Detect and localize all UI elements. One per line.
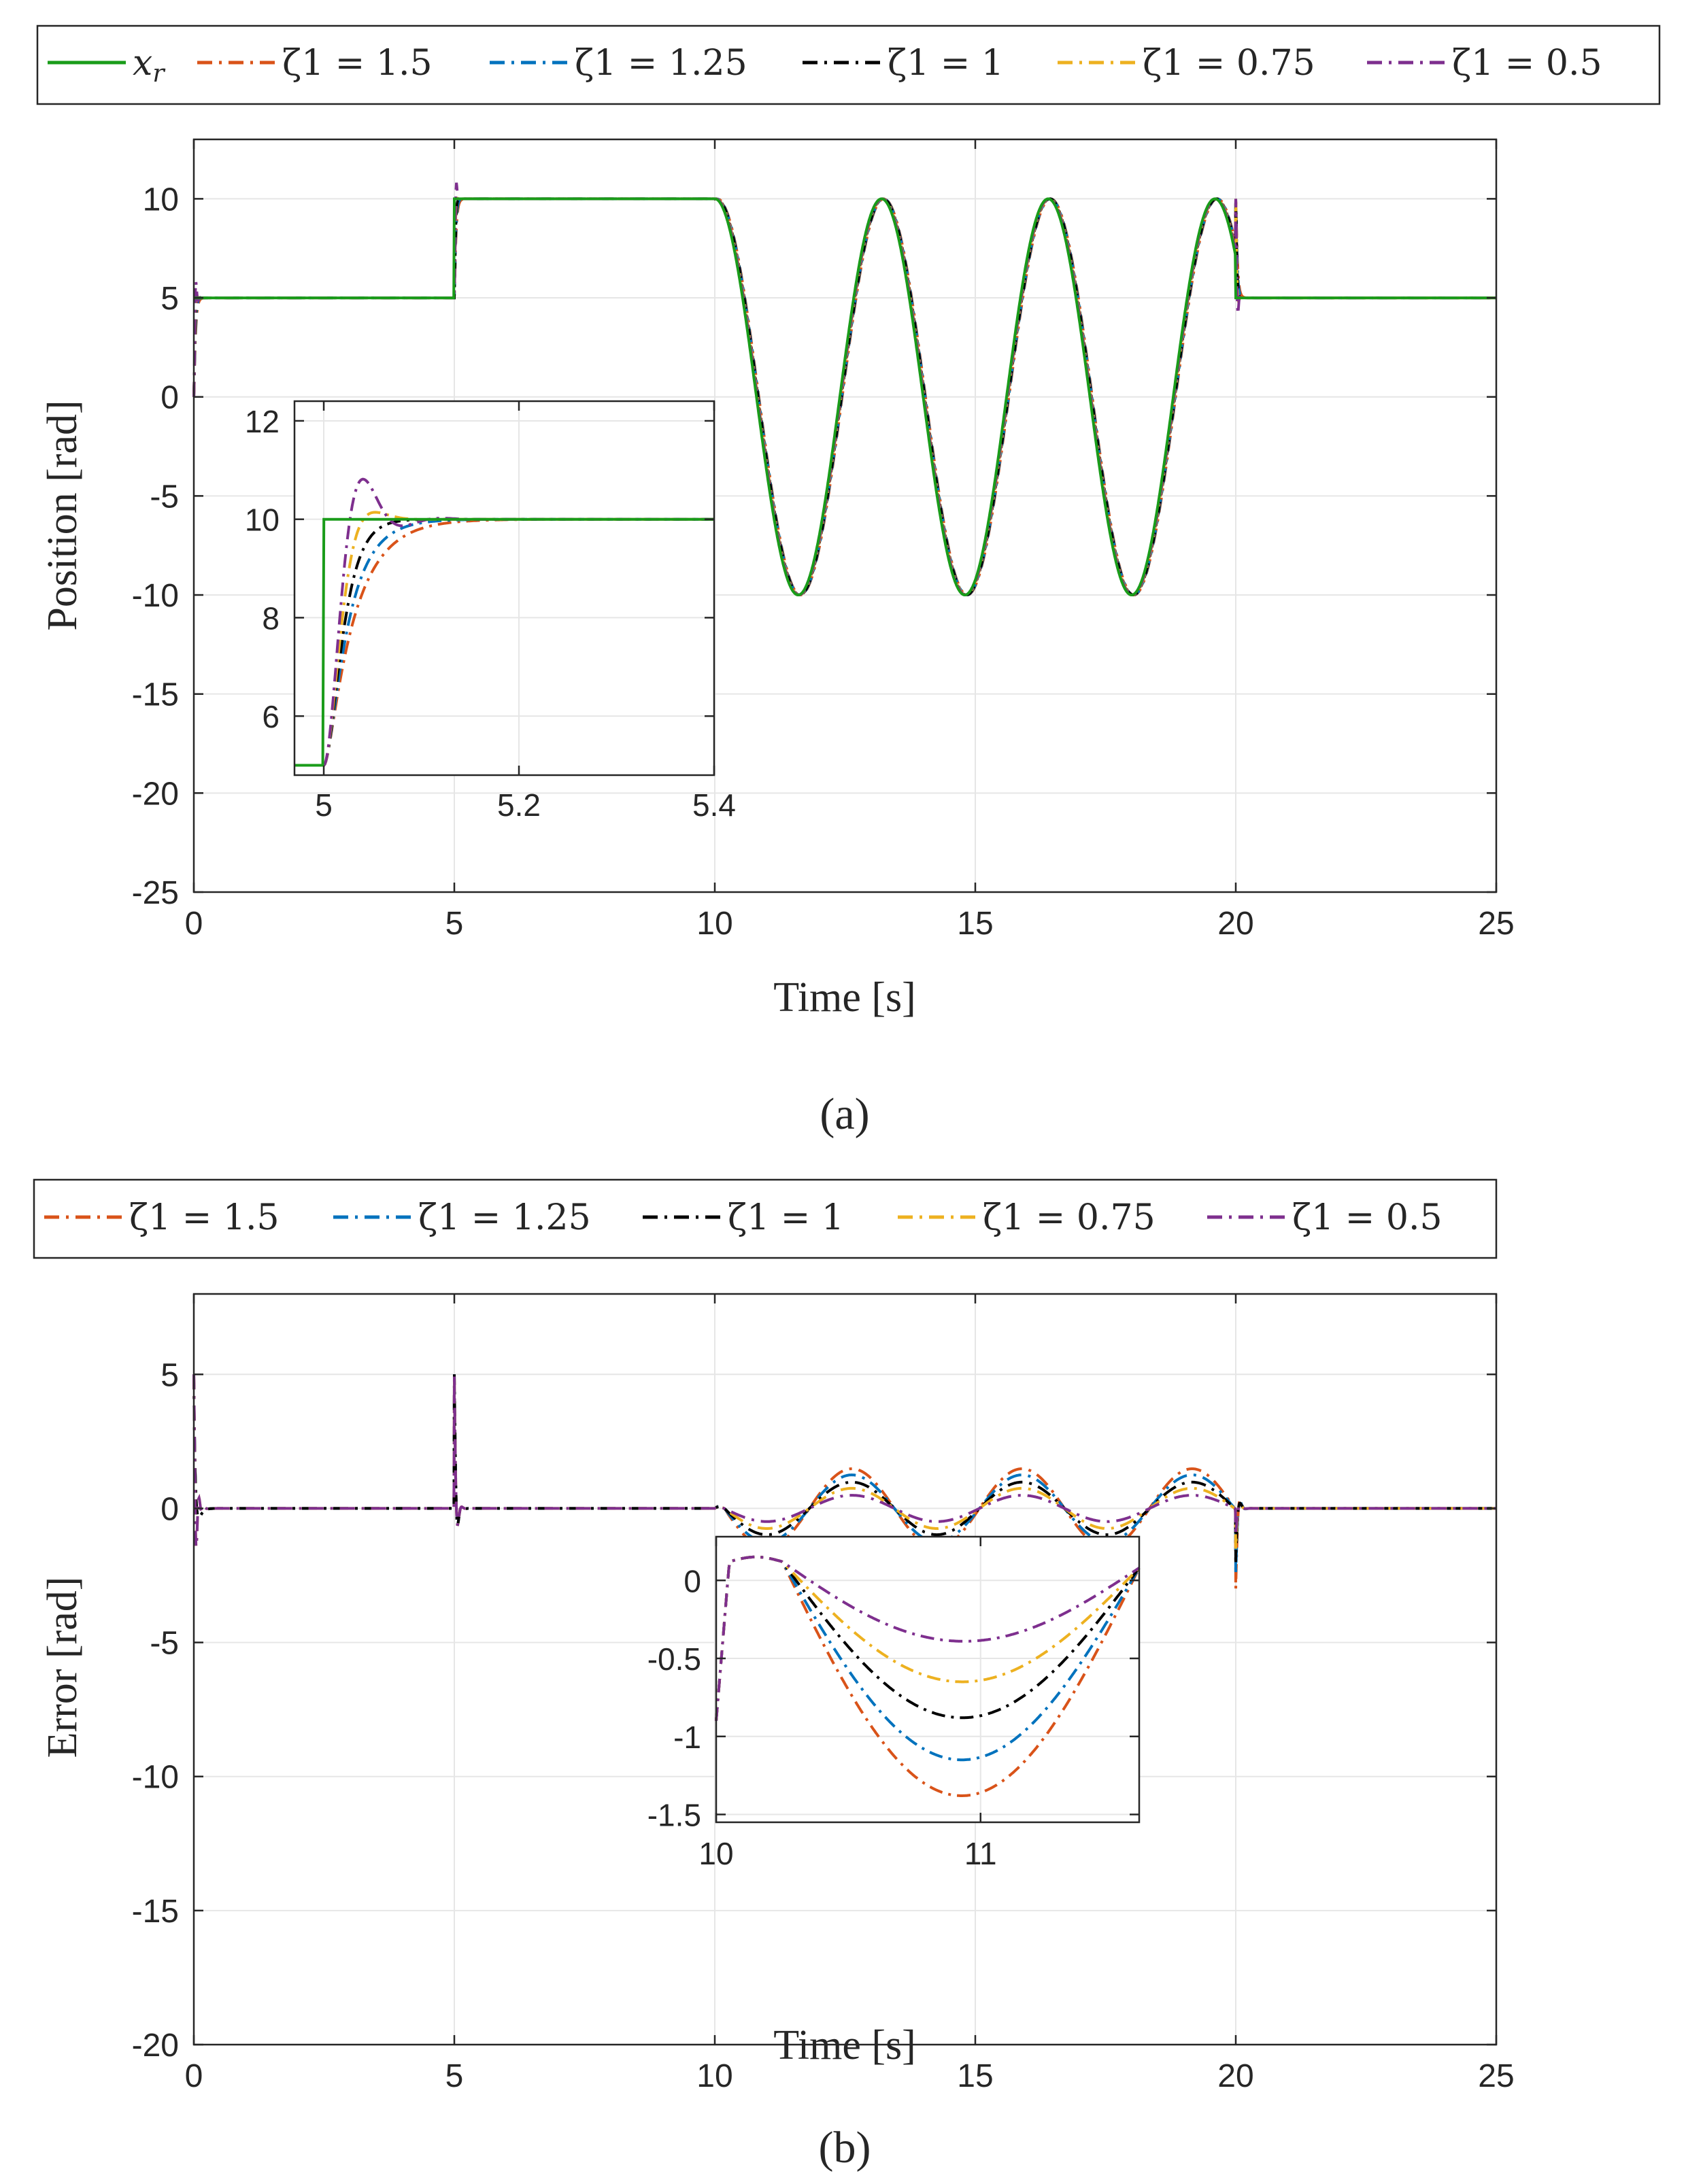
a-xtick-label-4: 20: [1217, 906, 1253, 942]
a-xtick-label-0: 0: [185, 906, 203, 942]
legend-a-label-4: ζ1 = 0.75: [1143, 43, 1315, 84]
inset-b-series-0: [715, 1555, 1141, 1797]
axes-a-frame: [192, 138, 1498, 893]
legend-a-box: [36, 24, 1661, 105]
b-ytick-label-4: -15: [132, 1894, 179, 1930]
legend-b-label-5: ζ1 = 0.5: [1292, 1197, 1443, 1238]
b-xtick-label-5: 25: [1478, 2058, 1514, 2094]
series-b-3: [192, 1374, 1496, 1549]
legend-b: ζ1 = 1.5 ζ1 = 1.25 ζ1 = 1 ζ1 = 0.75 ζ1 =…: [33, 1178, 1498, 1259]
inset-a-ytick-label-0: 6: [262, 699, 280, 734]
a-ytick-label-0: 10: [143, 182, 179, 218]
xlabel-a: Time [s]: [773, 974, 916, 1021]
legend-a-label-3: ζ1 = 1: [888, 43, 1004, 84]
a-ytick-label-5: -15: [132, 677, 179, 713]
legend-a: xr ζ1 = 1.5 ζ1 = 1.25 ζ1 = 1 ζ1 = 0.75 ζ…: [36, 24, 1661, 105]
inset-a-series-1: [294, 517, 714, 767]
inset-b-frame: [715, 1535, 1141, 1824]
b-ytick-label-2: -5: [150, 1626, 179, 1662]
b-ytick-label-1: 0: [161, 1491, 179, 1527]
inset-a-lines: [294, 477, 714, 767]
legend-a-label-5: ζ1 = 0.5: [1452, 43, 1602, 84]
inset-b-ytick-label-2: -1: [673, 1720, 701, 1755]
legend-b-label-4: ζ1 = 0.75: [983, 1197, 1156, 1238]
legend-b-label-1: ζ1 = 1.5: [129, 1197, 280, 1238]
inset-b-ytick-label-1: -0.5: [647, 1641, 701, 1677]
b-ytick-label-3: -10: [132, 1760, 179, 1796]
inset-b-lines: [715, 1555, 1141, 1797]
inset-a-frame: [293, 400, 715, 777]
series-b-2: [192, 1374, 1496, 1563]
b-xtick-label-2: 10: [696, 2058, 732, 2094]
inset-a-reference: [294, 517, 714, 767]
inset-b-series-3: [715, 1555, 1141, 1721]
b-xtick-label-3: 15: [957, 2058, 993, 2094]
inset-a-ticks: 5 5.2 5.4 6 8 10 12: [245, 401, 736, 823]
a-ytick-label-4: -10: [132, 578, 179, 614]
a-ytick-label-7: -25: [132, 875, 179, 911]
a-ytick-label-2: 0: [161, 380, 179, 416]
b-xtick-label-4: 20: [1217, 2058, 1253, 2094]
caption-b: (b): [819, 2123, 871, 2172]
inset-b-ticks: 10 11 0 -0.5 -1 -1.5: [647, 1537, 1139, 1871]
inset-b-series-4: [715, 1555, 1141, 1721]
series-b-4: [192, 1374, 1496, 1548]
a-xtick-label-5: 25: [1478, 906, 1514, 942]
a-ytick-label-1: 5: [161, 281, 179, 317]
plot-lines-a: [192, 182, 1496, 596]
legend-b-label-3: ζ1 = 1: [728, 1197, 844, 1238]
a-xtick-label-2: 10: [696, 906, 732, 942]
ylabel-b: Error [rad]: [39, 1577, 86, 1758]
plot-lines-b: [192, 1374, 1496, 1589]
series-a-reference: [194, 197, 1496, 596]
a-ytick-label-6: -20: [132, 776, 179, 812]
xlabel-b: Time [s]: [773, 2022, 916, 2068]
inset-a-ytick-label-2: 10: [245, 502, 280, 538]
legend-b-label-2: ζ1 = 1.25: [418, 1197, 591, 1238]
b-ytick-label-5: -20: [132, 2028, 179, 2064]
legend-a-label-2: ζ1 = 1.25: [575, 43, 747, 84]
ticks-a: 0 5 10 15 20 25 10 5 0 -5 -10 -15 -20 -25: [132, 139, 1515, 942]
ylabel-a: Position [rad]: [39, 400, 86, 630]
inset-b-ytick-label-3: -1.5: [647, 1798, 701, 1833]
caption-a: (a): [820, 1089, 869, 1139]
a-ytick-label-3: -5: [150, 479, 179, 515]
a-xtick-label-3: 15: [957, 906, 993, 942]
inset-b-xtick-label-0: 10: [698, 1836, 733, 1871]
inset-a-xtick-label-1: 5.2: [497, 787, 541, 823]
a-xtick-label-1: 5: [445, 906, 464, 942]
inset-a-ytick-label-1: 8: [262, 600, 280, 636]
inset-a-xtick-label-0: 5: [315, 787, 333, 823]
inset-b-background: [716, 1537, 1139, 1822]
b-xtick-label-1: 5: [445, 2058, 464, 2094]
inset-a-ytick-label-3: 12: [245, 404, 280, 439]
legend-a-label-1: ζ1 = 1.5: [282, 43, 433, 84]
b-ytick-label-0: 5: [161, 1357, 179, 1393]
inset-b-ytick-label-0: 0: [684, 1563, 701, 1599]
inset-a-xtick-label-2: 5.4: [692, 787, 736, 823]
inset-b-xtick-label-1: 11: [964, 1836, 997, 1871]
axes-b-frame: [192, 1293, 1498, 2046]
b-xtick-label-0: 0: [185, 2058, 203, 2094]
